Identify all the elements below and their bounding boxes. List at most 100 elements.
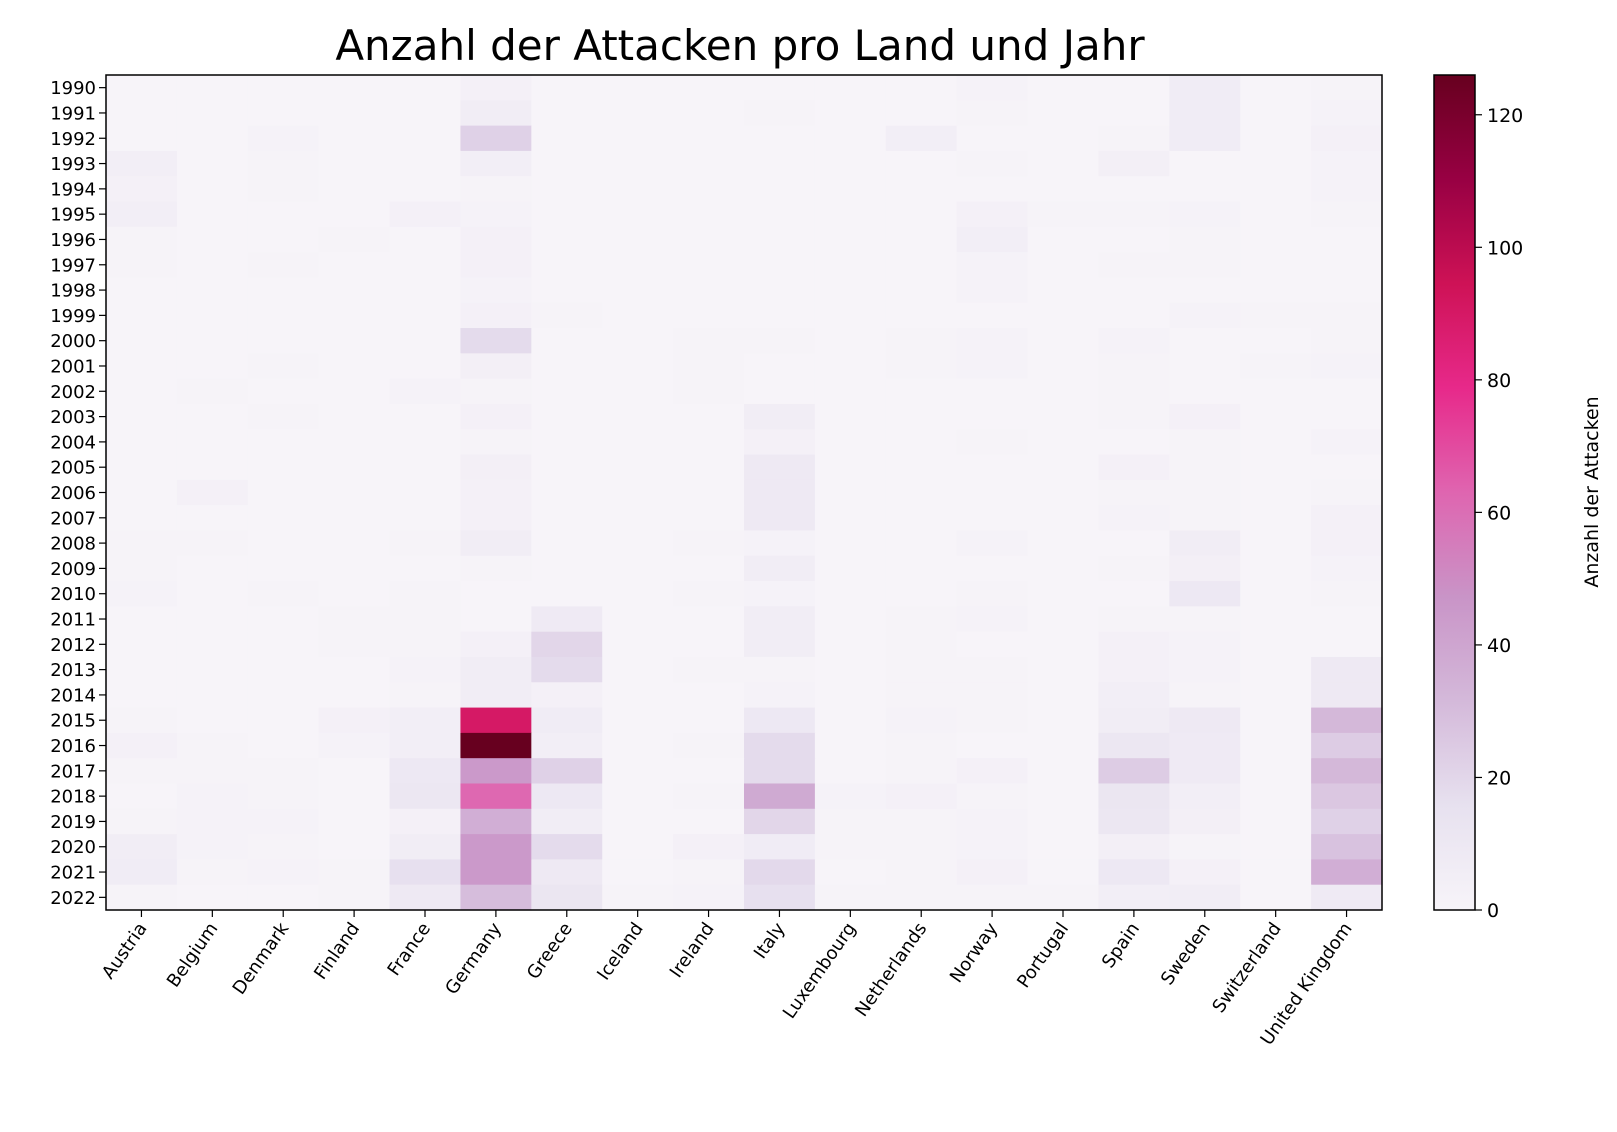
heatmap-cell xyxy=(1027,403,1100,430)
heatmap-cell xyxy=(1311,656,1383,683)
heatmap-cell xyxy=(1311,277,1383,304)
x-tick-label: Norway xyxy=(946,919,1003,987)
heatmap-cell xyxy=(247,656,320,683)
heatmap-cell xyxy=(602,75,674,101)
heatmap-cell xyxy=(106,859,178,886)
heatmap-cell xyxy=(673,732,745,759)
heatmap-cell xyxy=(106,176,178,203)
heatmap-cell xyxy=(885,226,958,253)
heatmap-cell xyxy=(885,606,958,633)
heatmap-cell xyxy=(531,808,603,835)
heatmap-cell xyxy=(106,302,178,329)
heatmap-cell xyxy=(1098,530,1170,557)
x-tick-label: Iceland xyxy=(593,919,648,984)
heatmap-cell xyxy=(318,302,391,329)
heatmap-cell xyxy=(956,201,1029,228)
heatmap-cell xyxy=(885,378,958,405)
heatmap-cell xyxy=(1098,429,1170,456)
heatmap-cell xyxy=(744,277,816,304)
heatmap-cell xyxy=(673,150,745,177)
heatmap-cell xyxy=(1098,707,1170,734)
heatmap-cells xyxy=(106,75,1383,911)
heatmap-cell xyxy=(1027,277,1100,304)
heatmap-cell xyxy=(106,555,178,582)
heatmap-cell xyxy=(460,429,532,456)
heatmap-cell xyxy=(106,454,178,481)
heatmap-cell xyxy=(956,150,1029,177)
heatmap-cell xyxy=(885,758,958,785)
heatmap-cell xyxy=(531,353,603,380)
heatmap-cell xyxy=(602,302,674,329)
y-tick-label: 2022 xyxy=(50,888,96,909)
heatmap-cell xyxy=(318,834,391,860)
heatmap-cell xyxy=(531,656,603,683)
heatmap-cell xyxy=(176,429,249,456)
heatmap-cell xyxy=(389,884,462,911)
heatmap-cell xyxy=(460,884,532,911)
heatmap-cell xyxy=(885,429,958,456)
heatmap-cell xyxy=(814,201,887,228)
heatmap-cell xyxy=(885,682,958,709)
heatmap-cell xyxy=(1311,100,1383,127)
heatmap-cell xyxy=(389,302,462,329)
heatmap-cell xyxy=(531,454,603,481)
y-tick-label: 2012 xyxy=(50,635,96,656)
colorbar-tick-label: 20 xyxy=(1487,767,1511,789)
heatmap-cell xyxy=(1098,353,1170,380)
heatmap-cell xyxy=(885,353,958,380)
heatmap-cell xyxy=(814,252,887,279)
heatmap-cell xyxy=(1311,732,1383,759)
heatmap-cell xyxy=(389,328,462,354)
heatmap-cell xyxy=(814,328,887,354)
heatmap-cell xyxy=(956,631,1029,658)
heatmap-cell xyxy=(1311,479,1383,506)
y-tick-label: 2015 xyxy=(50,711,96,732)
heatmap-cell xyxy=(744,859,816,886)
y-tick-label: 2018 xyxy=(50,787,96,808)
heatmap-cell xyxy=(1240,758,1312,785)
heatmap-cell xyxy=(247,176,320,203)
heatmap-cell xyxy=(673,530,745,557)
heatmap-cell xyxy=(673,252,745,279)
y-tick-label: 1994 xyxy=(50,179,96,200)
heatmap-cell xyxy=(389,783,462,810)
x-tick-label: Germany xyxy=(441,919,506,999)
heatmap-cell xyxy=(602,884,674,911)
heatmap-cell xyxy=(1311,606,1383,633)
heatmap-cell xyxy=(885,479,958,506)
heatmap-cell xyxy=(814,859,887,886)
heatmap-cell xyxy=(956,403,1029,430)
heatmap-cell xyxy=(176,530,249,557)
heatmap-cell xyxy=(1311,505,1383,532)
heatmap-cell xyxy=(602,100,674,127)
heatmap-cell xyxy=(176,201,249,228)
y-tick-label: 2004 xyxy=(50,432,96,453)
heatmap-cell xyxy=(1027,808,1100,835)
heatmap-cell xyxy=(1169,631,1241,658)
heatmap-cell xyxy=(602,530,674,557)
heatmap-cell xyxy=(1027,707,1100,734)
heatmap-cell xyxy=(106,328,178,354)
heatmap-cell xyxy=(1098,75,1170,101)
heatmap-cell xyxy=(318,606,391,633)
heatmap-cell xyxy=(1169,656,1241,683)
heatmap-cell xyxy=(106,505,178,532)
heatmap-cell xyxy=(531,631,603,658)
heatmap-cell xyxy=(956,176,1029,203)
heatmap-cell xyxy=(602,226,674,253)
heatmap-cell xyxy=(318,150,391,177)
heatmap-cell xyxy=(247,884,320,911)
x-tick-label: Finland xyxy=(310,919,364,984)
heatmap-cell xyxy=(460,328,532,354)
heatmap-cell xyxy=(814,226,887,253)
heatmap-cell xyxy=(1098,226,1170,253)
heatmap-cell xyxy=(1311,226,1383,253)
heatmap-cell xyxy=(602,834,674,860)
heatmap-cell xyxy=(602,252,674,279)
heatmap-cell xyxy=(176,783,249,810)
y-tick-label: 2000 xyxy=(50,331,96,352)
heatmap-cell xyxy=(247,454,320,481)
heatmap-cell xyxy=(1240,707,1312,734)
heatmap-cell xyxy=(389,403,462,430)
x-tick-label: Sweden xyxy=(1157,919,1215,989)
